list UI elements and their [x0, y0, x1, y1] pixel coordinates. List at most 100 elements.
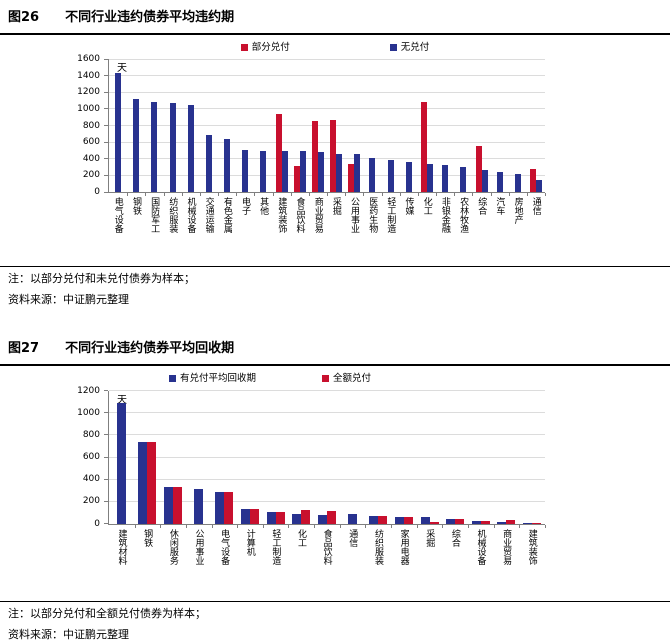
x-tick-label-text: 化工 — [296, 528, 307, 547]
y-tick-label: 1600 — [77, 54, 100, 65]
bar-group — [363, 59, 383, 197]
y-tick-mark — [104, 478, 108, 480]
y-tick-mark — [104, 500, 108, 502]
y-tick-label: 200 — [82, 496, 100, 507]
y-tick-mark — [104, 523, 108, 525]
legend-item: 全额兑付 — [322, 374, 371, 384]
legend-label: 无兑付 — [400, 41, 430, 53]
bar-group — [164, 59, 183, 197]
x-tick-label-text: 休闲服务 — [167, 528, 178, 565]
x-tick-label-text: 农林牧渔 — [458, 197, 469, 234]
bar — [475, 145, 482, 193]
bar — [147, 442, 157, 524]
bar — [514, 173, 521, 193]
gridline — [109, 75, 545, 77]
bar — [369, 158, 376, 193]
bar — [348, 163, 355, 193]
bar — [530, 168, 537, 193]
y-axis-unit-label: 天 — [117, 63, 127, 75]
gridline — [109, 141, 545, 143]
x-tick-label-text: 汽车 — [494, 197, 505, 216]
bar — [260, 150, 267, 193]
bar — [481, 170, 488, 193]
x-tick-label-text: 公用事业 — [193, 528, 204, 565]
chart: 0 200 400 600 800 1000 1200 天 — [0, 386, 670, 529]
bar — [250, 509, 260, 524]
bar — [138, 442, 148, 524]
gridline — [109, 478, 545, 480]
bar-group — [417, 391, 443, 528]
y-tick-mark — [104, 412, 108, 414]
y-tick-mark — [104, 141, 108, 143]
x-tick-label: 机械设备 — [467, 529, 493, 589]
fig-label: 图27 — [8, 341, 40, 357]
x-tick-label: 其他 — [253, 197, 271, 257]
x-tick-label: 公用事业 — [344, 197, 362, 257]
legend-item: 无兑付 — [389, 41, 430, 53]
x-tick-label-text: 医药生物 — [367, 197, 378, 234]
x-tick-label-text: 其他 — [258, 197, 269, 216]
chart-legend: 有兑付平均回收期 全额兑付 — [0, 374, 670, 384]
bar — [427, 163, 433, 193]
x-tick-label: 非银金融 — [435, 197, 453, 257]
y-tick-label: 1200 — [77, 87, 100, 98]
bar — [480, 520, 490, 524]
x-tick-label: 房地产 — [508, 197, 526, 257]
gridline — [109, 500, 545, 502]
x-tick-label-text: 轻工制造 — [385, 197, 396, 234]
x-tick-label: 电气设备 — [211, 529, 237, 589]
bar — [394, 516, 404, 524]
bar-group — [340, 391, 367, 528]
y-tick-mark — [104, 191, 108, 193]
bar-group — [400, 59, 420, 197]
y-tick-label: 1400 — [77, 70, 100, 81]
x-tick-label: 传媒 — [399, 197, 417, 257]
bar — [275, 113, 282, 193]
legend-label: 部分兑付 — [251, 41, 290, 53]
y-axis-labels: 0 200 400 600 800 1000 1200 1400 1600 — [0, 54, 100, 197]
x-tick-label-text: 交通运输 — [203, 197, 214, 234]
x-tick-label: 家用电器 — [390, 529, 416, 589]
x-tick-label: 通信 — [339, 529, 365, 589]
x-tick-label: 商业贸易 — [308, 197, 326, 257]
bar — [224, 139, 231, 193]
legend-swatch — [168, 375, 176, 383]
legend-label: 全额兑付 — [333, 373, 372, 385]
x-tick-label: 轻工制造 — [381, 197, 399, 257]
x-tick-label-text: 食品饮料 — [294, 197, 305, 234]
y-tick-label: 1000 — [77, 103, 100, 114]
y-tick-label: 0 — [94, 518, 100, 529]
legend-item: 部分兑付 — [240, 41, 290, 53]
x-tick-label-text: 电气设备 — [219, 528, 230, 565]
bar — [173, 487, 183, 524]
chart-plot: 天 — [104, 390, 546, 528]
x-tick-label: 建筑装饰 — [518, 529, 544, 589]
x-tick-label: 钢铁 — [126, 197, 144, 257]
y-tick-mark — [104, 174, 108, 176]
bar — [536, 180, 543, 193]
bar — [266, 511, 276, 524]
bar — [311, 120, 318, 193]
bar-groups — [109, 59, 547, 197]
bar — [292, 513, 302, 524]
bar — [151, 101, 158, 193]
bar-group — [135, 391, 161, 528]
bar — [497, 522, 507, 524]
x-tick-label: 轻工制造 — [262, 529, 288, 589]
bar — [378, 515, 388, 524]
x-tick-label-text: 钢铁 — [130, 197, 141, 216]
y-tick-label: 400 — [82, 153, 100, 164]
x-tick-label: 医药生物 — [362, 197, 380, 257]
bar — [115, 73, 122, 193]
y-tick-mark — [104, 390, 108, 392]
bar-group — [418, 59, 438, 197]
x-tick-label: 电气设备 — [108, 197, 126, 257]
x-tick-label-text: 纺织服装 — [372, 528, 383, 565]
bar — [420, 517, 430, 524]
y-axis-labels: 0 200 400 600 800 1000 1200 — [0, 386, 100, 529]
bar-group — [218, 59, 238, 197]
gridline — [109, 108, 545, 110]
y-tick-label: 1000 — [77, 407, 100, 418]
source-text: 资料来源：中证鹏元整理 — [8, 293, 129, 307]
figure-title: 不同行业违约债券平均回收期 — [65, 341, 235, 357]
